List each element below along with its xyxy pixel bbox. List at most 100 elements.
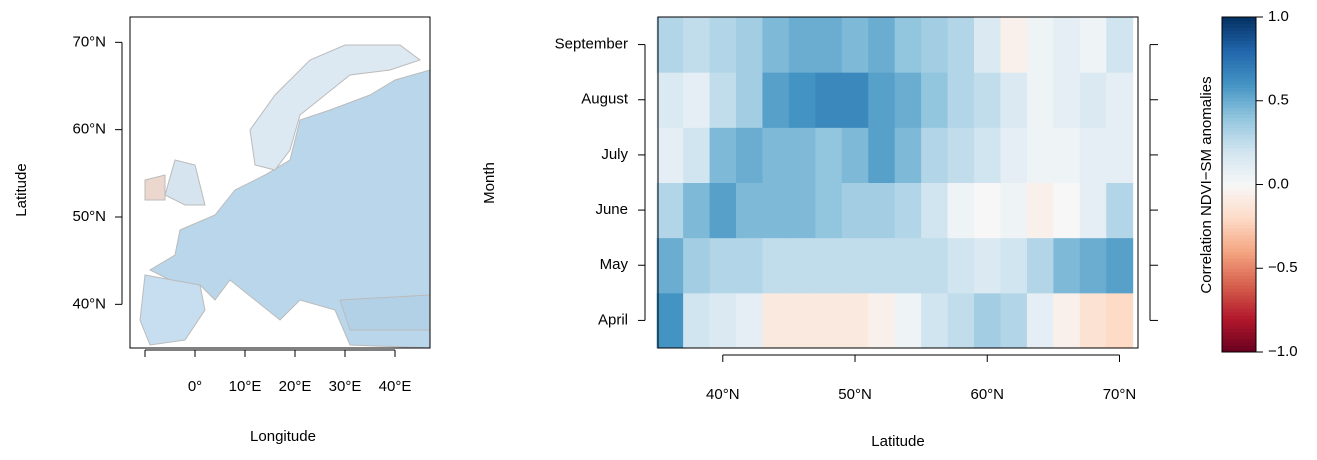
colorbar-swatch: [1222, 30, 1256, 35]
x-axis-title: Latitude: [871, 433, 924, 450]
colorbar-swatch: [1222, 321, 1256, 326]
colorbar-swatch: [1222, 124, 1256, 129]
colorbar-tick-label: −0.5: [1268, 259, 1298, 276]
colorbar-swatch: [1222, 157, 1256, 162]
heat-cell: [656, 127, 684, 183]
x-tick-label: 70°N: [1103, 386, 1137, 403]
colorbar-swatch: [1222, 174, 1256, 179]
heat-cell: [709, 17, 737, 73]
colorbar-swatch: [1222, 177, 1256, 182]
x-tick-label: 0°: [188, 378, 202, 395]
heat-cell: [1106, 292, 1134, 349]
x-tick-label: 40°E: [379, 378, 412, 395]
colorbar-swatch: [1222, 57, 1256, 62]
colorbar-swatch: [1222, 264, 1256, 269]
heat-cell: [1106, 17, 1134, 73]
y-axis-title: Month: [481, 162, 498, 204]
colorbar-swatch: [1222, 218, 1256, 222]
heat-cell: [894, 182, 922, 239]
colorbar-swatch: [1222, 110, 1256, 115]
heat-cell: [947, 17, 975, 73]
heat-cell: [788, 17, 816, 73]
heat-cell: [1026, 182, 1054, 239]
heat-cell: [1000, 17, 1028, 73]
heat-cell: [656, 17, 684, 73]
heat-cell: [683, 292, 711, 349]
colorbar-tick-label: 0.5: [1268, 92, 1289, 109]
heat-cell: [815, 127, 843, 183]
colorbar-swatch: [1222, 100, 1256, 105]
colorbar-swatch: [1222, 248, 1256, 252]
colorbar-swatch: [1222, 244, 1256, 249]
y-tick-label: June: [595, 201, 628, 218]
colorbar-swatch: [1222, 315, 1256, 319]
heat-cell: [894, 292, 922, 349]
heat-cell: [709, 127, 737, 183]
heat-cell: [841, 72, 869, 128]
heat-cell: [656, 182, 684, 239]
heat-cell: [1053, 72, 1081, 128]
heat-cell: [974, 72, 1001, 128]
heat-cell: [947, 127, 975, 183]
heat-cell: [841, 292, 869, 349]
heat-cell: [1053, 17, 1081, 73]
heat-cell: [736, 127, 763, 183]
heat-cell: [736, 17, 763, 73]
colorbar-swatch: [1222, 328, 1256, 333]
colorbar-tick-label: 0.0: [1268, 175, 1289, 192]
colorbar-swatch: [1222, 197, 1256, 202]
y-tick-label: 70°N: [72, 33, 106, 50]
colorbar-title: Correlation NDVI−SM anomalies: [1198, 76, 1215, 293]
heat-cell: [1026, 292, 1054, 349]
heat-cell: [762, 127, 790, 183]
colorbar-swatch: [1222, 164, 1256, 169]
heat-cell: [1053, 127, 1081, 183]
colorbar-swatch: [1222, 318, 1256, 323]
heat-cell: [868, 127, 896, 183]
heat-cell: [1053, 182, 1081, 239]
colorbar-swatch: [1222, 191, 1256, 196]
colorbar-swatch: [1222, 288, 1256, 293]
y-tick-label: 60°N: [72, 121, 106, 138]
heat-cell: [921, 127, 949, 183]
colorbar-swatch: [1222, 134, 1256, 139]
colorbar-swatch: [1222, 147, 1256, 152]
colorbar-swatch: [1222, 298, 1256, 303]
heat-cell: [868, 182, 896, 239]
heat-cell: [894, 17, 922, 73]
y-tick-label: May: [600, 256, 629, 273]
colorbar-swatch: [1222, 161, 1256, 165]
colorbar-swatch: [1222, 117, 1256, 122]
heat-cell: [1079, 17, 1107, 73]
heat-cell: [974, 182, 1001, 239]
heat-cell: [656, 72, 684, 128]
colorbar-swatch: [1222, 120, 1256, 125]
colorbar-swatch: [1222, 73, 1256, 78]
heat-cell: [1079, 72, 1107, 128]
y-tick-label: 40°N: [72, 295, 106, 312]
x-axis-title: Longitude: [250, 428, 316, 445]
heat-cell: [762, 182, 790, 239]
colorbar-swatch: [1222, 80, 1256, 85]
colorbar-swatch: [1222, 47, 1256, 51]
colorbar-swatch: [1222, 281, 1256, 286]
colorbar-swatch: [1222, 107, 1256, 112]
heat-cell: [788, 292, 816, 349]
colorbar-swatch: [1222, 84, 1256, 88]
colorbar-swatch: [1222, 201, 1256, 206]
heat-cell: [1053, 237, 1081, 294]
heat-cell: [894, 127, 922, 183]
heat-cell: [974, 292, 1001, 349]
heat-cell: [1000, 292, 1028, 349]
map-frame: [129, 16, 431, 349]
heat-cell: [815, 292, 843, 349]
heat-cell: [921, 72, 949, 128]
colorbar-swatch: [1222, 63, 1256, 68]
colorbar-swatch: [1222, 338, 1256, 343]
colorbar-swatch: [1222, 214, 1256, 219]
heat-cell: [868, 17, 896, 73]
colorbar-swatch: [1222, 40, 1256, 45]
heat-cell: [841, 127, 869, 183]
colorbar-swatch: [1222, 87, 1256, 92]
colorbar-swatch: [1222, 90, 1256, 95]
